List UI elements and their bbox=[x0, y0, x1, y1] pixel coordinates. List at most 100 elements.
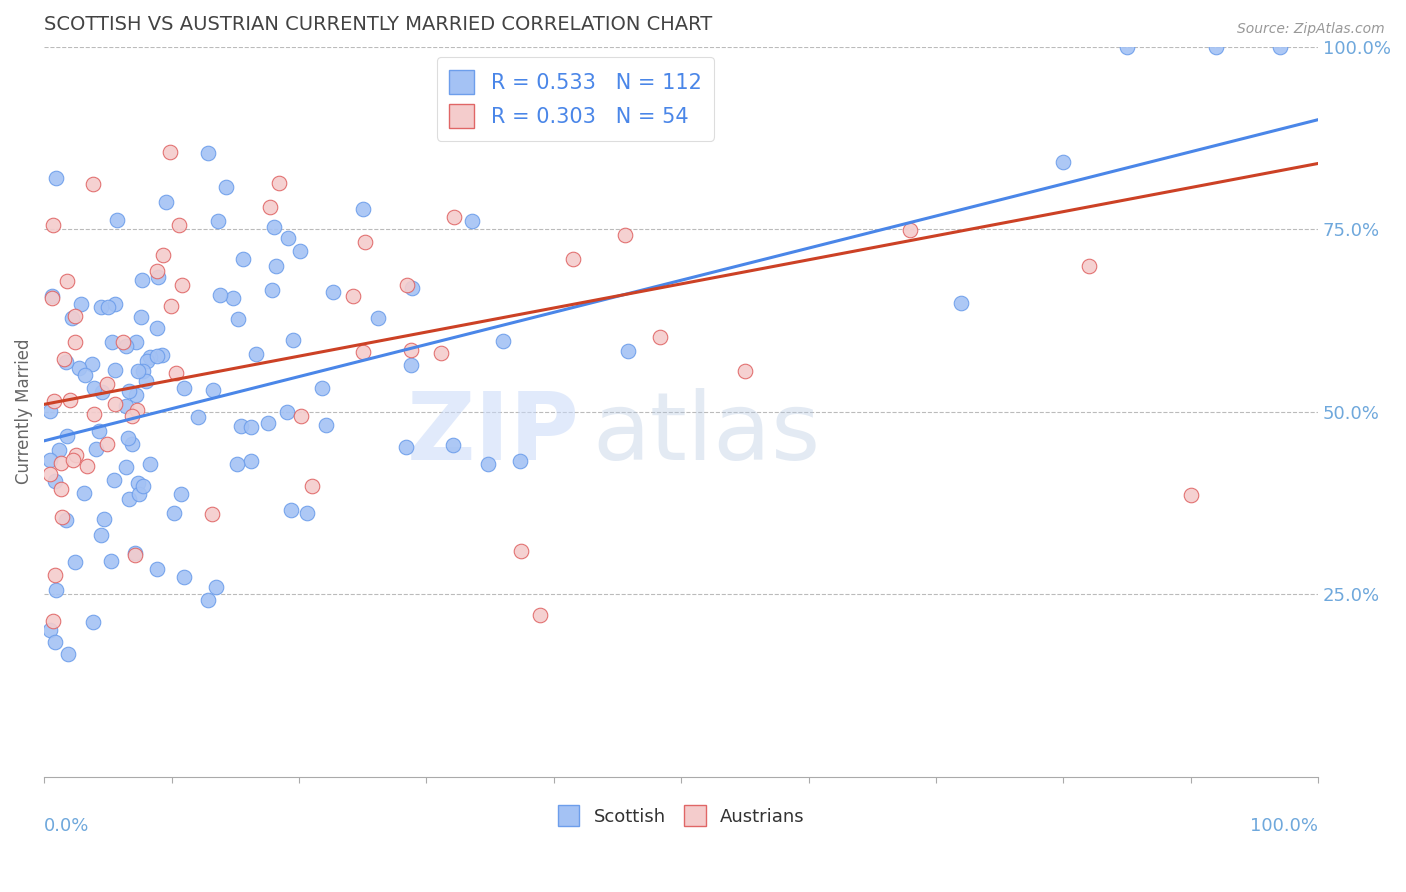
Point bbox=[267, 176, 290, 190]
Point bbox=[509, 454, 531, 468]
Point bbox=[1180, 488, 1202, 502]
Point bbox=[65, 448, 87, 462]
Point bbox=[44, 474, 66, 488]
Point bbox=[136, 354, 159, 368]
Point bbox=[118, 384, 141, 398]
Point bbox=[297, 506, 319, 520]
Point bbox=[172, 278, 194, 293]
Point bbox=[245, 347, 267, 361]
Point bbox=[315, 417, 337, 432]
Point bbox=[139, 350, 162, 364]
Point bbox=[41, 219, 63, 233]
Point bbox=[187, 410, 209, 425]
Point bbox=[90, 528, 112, 542]
Point bbox=[208, 288, 231, 302]
Point bbox=[529, 608, 551, 623]
Text: Source: ZipAtlas.com: Source: ZipAtlas.com bbox=[1237, 22, 1385, 37]
Point bbox=[124, 549, 146, 563]
Point bbox=[163, 506, 186, 520]
Point bbox=[100, 334, 122, 349]
Point bbox=[55, 354, 77, 368]
Point bbox=[90, 300, 112, 314]
Point bbox=[115, 400, 138, 414]
Point bbox=[322, 285, 344, 299]
Point bbox=[222, 291, 245, 305]
Point bbox=[352, 345, 374, 359]
Point bbox=[429, 345, 451, 359]
Point bbox=[128, 487, 150, 501]
Point bbox=[215, 180, 238, 194]
Point bbox=[159, 300, 181, 314]
Point bbox=[104, 397, 127, 411]
Point bbox=[53, 352, 76, 367]
Point bbox=[84, 442, 107, 457]
Point bbox=[124, 545, 146, 559]
Point bbox=[401, 280, 423, 294]
Point bbox=[262, 283, 284, 297]
Point bbox=[395, 278, 418, 293]
Point bbox=[461, 214, 484, 228]
Point bbox=[232, 252, 254, 267]
Point bbox=[240, 453, 263, 467]
Point bbox=[229, 418, 252, 433]
Point bbox=[263, 220, 285, 235]
Point bbox=[257, 416, 280, 430]
Point bbox=[167, 218, 190, 232]
Point bbox=[39, 467, 62, 481]
Point bbox=[76, 458, 98, 473]
Point bbox=[1052, 155, 1074, 169]
Point bbox=[197, 593, 219, 607]
Y-axis label: Currently Married: Currently Married bbox=[15, 339, 32, 484]
Text: SCOTTISH VS AUSTRIAN CURRENTLY MARRIED CORRELATION CHART: SCOTTISH VS AUSTRIAN CURRENTLY MARRIED C… bbox=[44, 15, 713, 34]
Point bbox=[96, 377, 118, 392]
Text: 100.0%: 100.0% bbox=[1250, 817, 1319, 835]
Point bbox=[121, 409, 143, 423]
Point bbox=[139, 457, 162, 471]
Point bbox=[441, 438, 464, 452]
Point bbox=[132, 479, 155, 493]
Point bbox=[150, 348, 173, 362]
Point bbox=[121, 437, 143, 451]
Point bbox=[45, 582, 67, 597]
Text: atlas: atlas bbox=[592, 387, 820, 480]
Point bbox=[39, 624, 62, 638]
Point bbox=[118, 491, 141, 506]
Point bbox=[51, 482, 73, 496]
Point bbox=[87, 424, 110, 438]
Point bbox=[55, 274, 77, 288]
Point bbox=[100, 554, 122, 568]
Point bbox=[616, 344, 638, 359]
Point bbox=[477, 457, 499, 471]
Point bbox=[125, 403, 148, 417]
Point bbox=[80, 358, 103, 372]
Point bbox=[128, 364, 150, 378]
Point bbox=[443, 211, 465, 225]
Point bbox=[276, 405, 298, 419]
Point bbox=[290, 409, 312, 423]
Point bbox=[127, 476, 149, 491]
Point bbox=[42, 394, 65, 409]
Point bbox=[900, 223, 922, 237]
Point bbox=[146, 320, 169, 334]
Point bbox=[509, 543, 531, 558]
Point bbox=[395, 440, 418, 454]
Point bbox=[146, 349, 169, 363]
Point bbox=[1116, 39, 1139, 54]
Point bbox=[41, 291, 63, 305]
Point bbox=[277, 231, 299, 245]
Point bbox=[44, 635, 66, 649]
Point bbox=[259, 200, 281, 214]
Point bbox=[264, 259, 287, 273]
Point bbox=[301, 478, 323, 492]
Point bbox=[63, 555, 86, 569]
Point bbox=[734, 364, 756, 378]
Point bbox=[60, 310, 83, 325]
Point bbox=[135, 374, 157, 388]
Point bbox=[44, 568, 66, 582]
Point bbox=[125, 388, 148, 402]
Point bbox=[226, 457, 249, 471]
Point bbox=[201, 507, 224, 521]
Point bbox=[96, 437, 118, 451]
Point bbox=[1077, 259, 1099, 273]
Point bbox=[491, 334, 513, 348]
